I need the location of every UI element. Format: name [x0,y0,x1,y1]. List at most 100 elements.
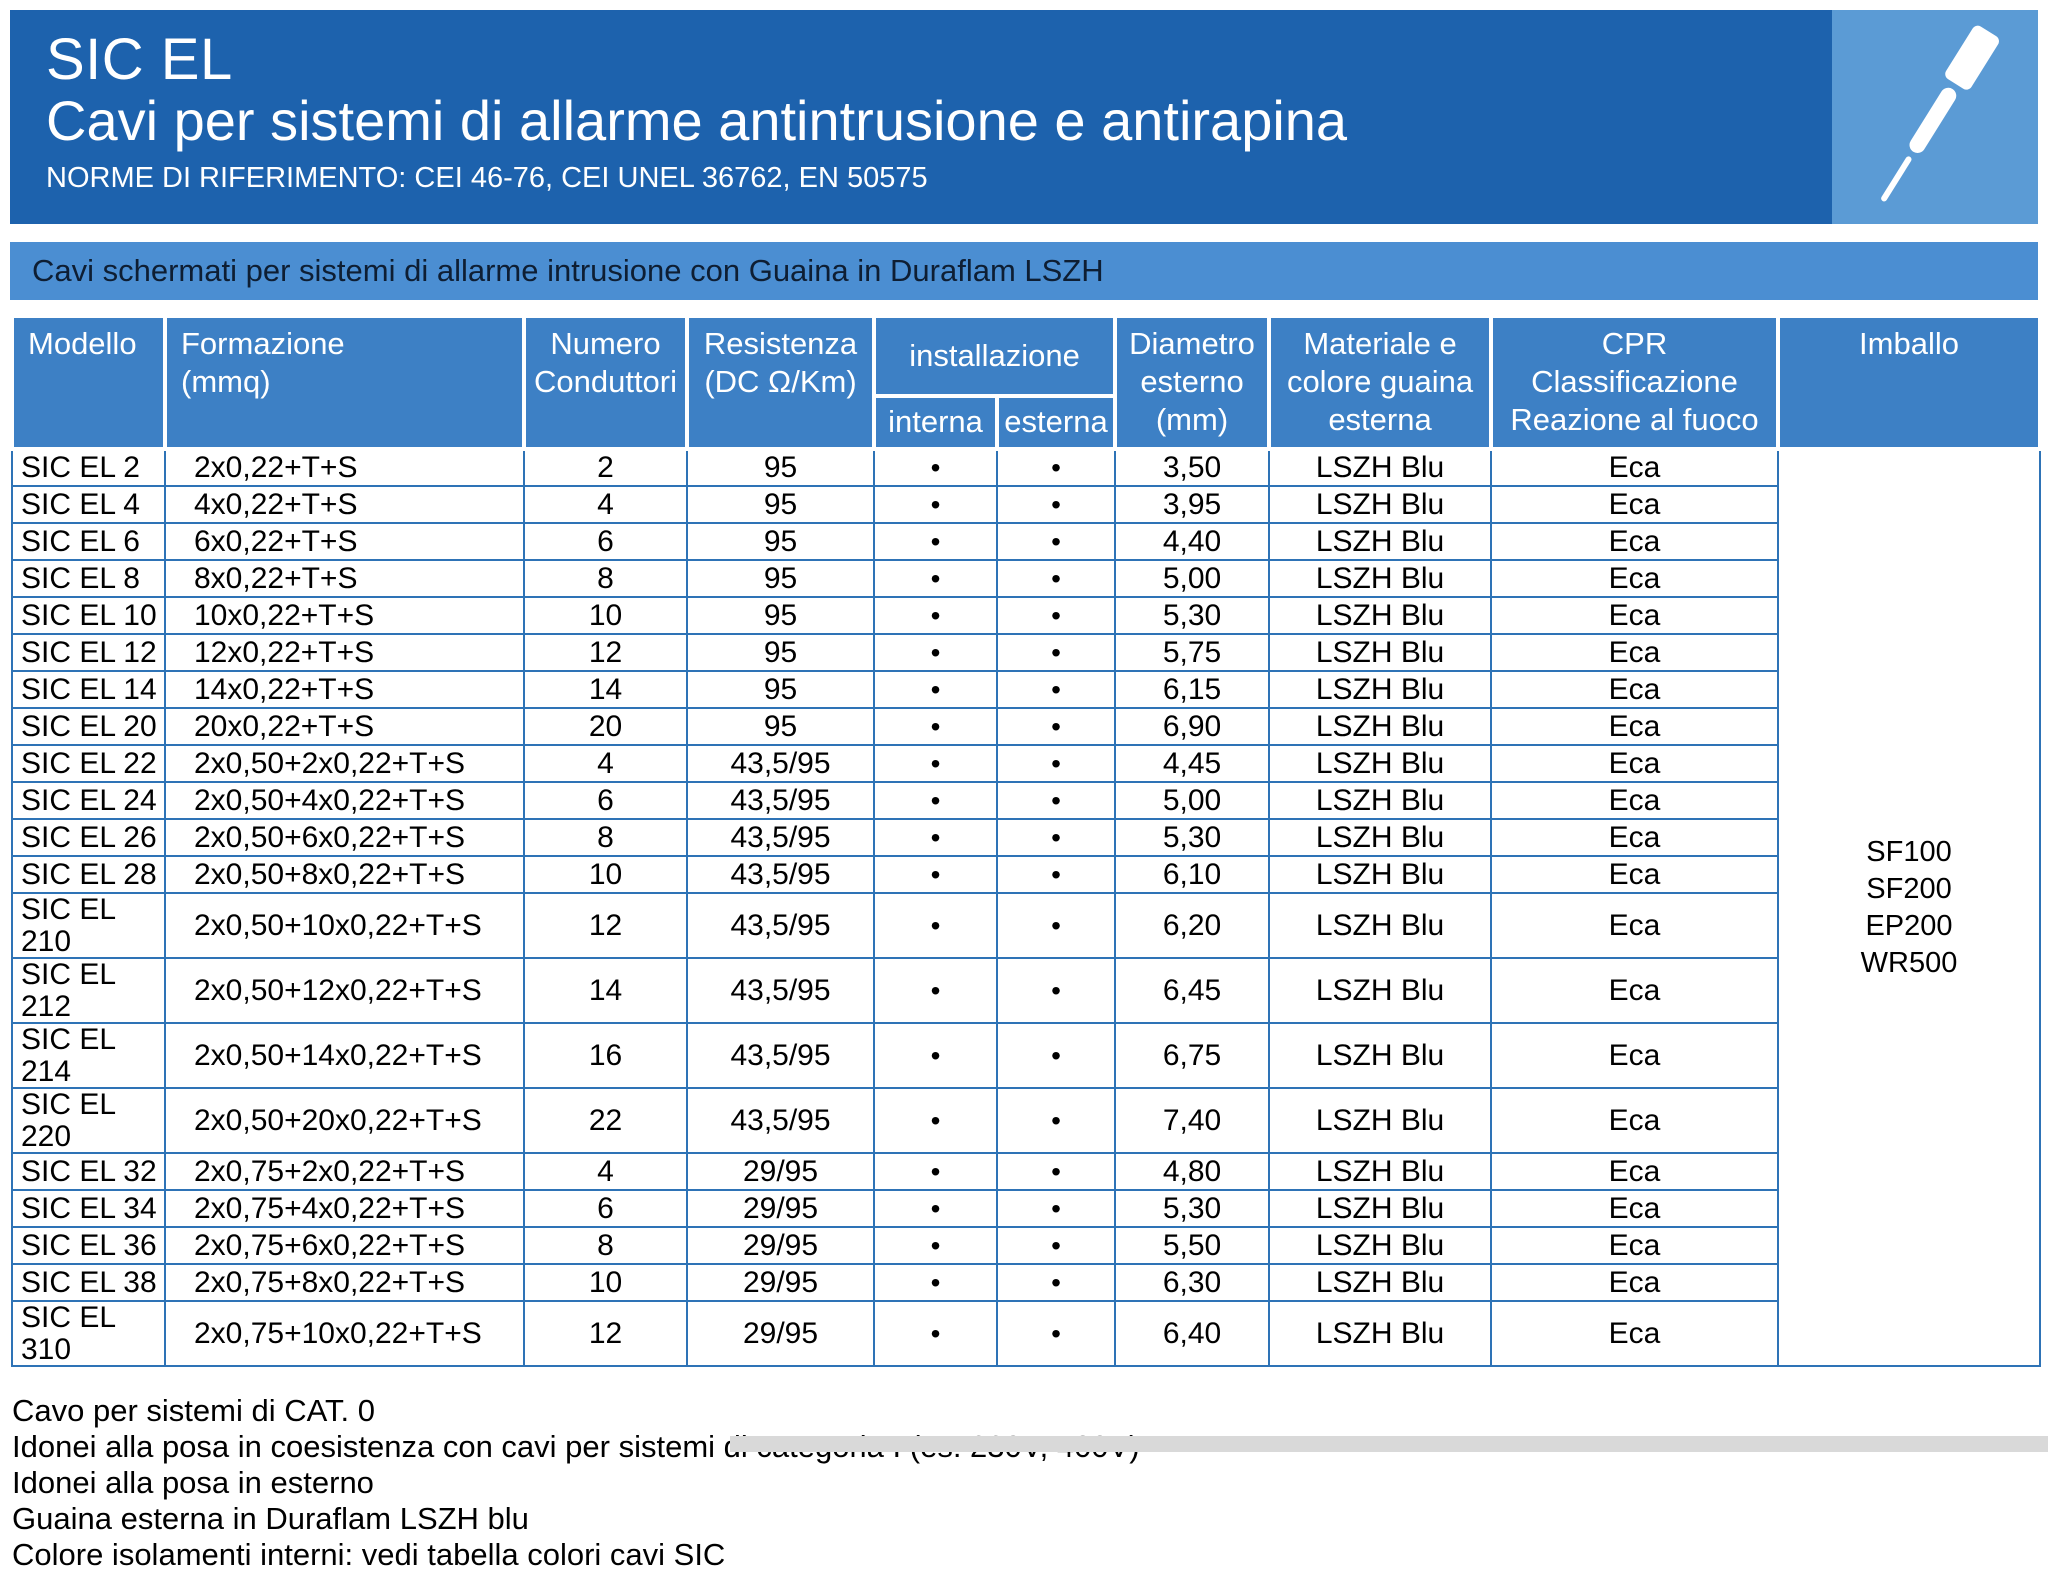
cell-materiale: LSZH Blu [1268,1152,1493,1191]
col-header-installazione: installazione [871,314,1118,398]
section-band: Cavi schermati per sistemi di allarme in… [10,242,2038,300]
cell-formazione: 2x0,50+8x0,22+T+S [164,855,525,894]
cell-interna: • [873,1152,998,1191]
table-row: SIC EL 36 2x0,75+6x0,22+T+S 8 29/95 • • 5,50 LS… [11,1226,2040,1265]
col-header-resistenza: Resistenza (DC Ω/Km) [685,314,876,451]
cell-formazione: 12x0,22+T+S [164,633,525,672]
cell-formazione: 4x0,22+T+S [164,485,525,524]
cell-cpr: Eca [1490,892,1780,959]
cell-modello: SIC EL 10 [11,596,166,635]
cell-cpr: Eca [1490,1300,1780,1367]
cell-diametro: 5,30 [1114,596,1271,635]
cable-icon [1881,25,1999,202]
cell-modello: SIC EL 20 [11,707,166,746]
brand-title: SIC EL [46,27,233,92]
cell-modello: SIC EL 36 [11,1226,166,1265]
cell-interna: • [873,1300,998,1367]
cell-interna: • [873,781,998,820]
cell-materiale: LSZH Blu [1268,744,1493,783]
cell-modello: SIC EL 38 [11,1263,166,1302]
table-row: SIC EL 6 6x0,22+T+S 6 95 • • 4,40 LSZH Blu Eca [11,522,2040,561]
cell-cpr: Eca [1490,1226,1780,1265]
cell-resistenza: 43,5/95 [686,744,875,783]
cell-conduttori: 10 [523,596,688,635]
cell-interna: • [873,522,998,561]
cell-conduttori: 4 [523,1152,688,1191]
cell-materiale: LSZH Blu [1268,559,1493,598]
cell-materiale: LSZH Blu [1268,855,1493,894]
cell-conduttori: 12 [523,1300,688,1367]
cell-formazione: 2x0,75+6x0,22+T+S [164,1226,525,1265]
cell-diametro: 3,95 [1114,485,1271,524]
cell-diametro: 6,40 [1114,1300,1271,1367]
table-row: SIC EL 20 20x0,22+T+S 20 95 • • 6,90 LSZH Blu Ec… [11,707,2040,746]
cell-esterna: • [995,1300,1117,1367]
cell-formazione: 2x0,22+T+S [164,448,525,487]
cell-modello: SIC EL 220 [11,1087,166,1154]
imballo-code: WR500 [1860,947,1958,980]
cell-esterna: • [995,892,1117,959]
cell-diametro: 5,30 [1114,1189,1271,1228]
cell-interna: • [873,596,998,635]
col-header-esterna: esterna [994,394,1118,451]
table-header: Modello Formazione (mmq) Numero Condutto… [10,314,2043,451]
cell-modello: SIC EL 22 [11,744,166,783]
cell-formazione: 2x0,50+10x0,22+T+S [164,892,525,959]
cell-interna: • [873,855,998,894]
cell-esterna: • [995,781,1117,820]
cell-diametro: 5,75 [1114,633,1271,672]
cell-modello: SIC EL 24 [11,781,166,820]
cell-formazione: 2x0,75+4x0,22+T+S [164,1189,525,1228]
table-row: SIC EL 28 2x0,50+8x0,22+T+S 10 43,5/95 • • 6,1… [11,855,2040,894]
note-line: Colore isolamenti interni: vedi tabella … [12,1537,726,1572]
cell-formazione: 14x0,22+T+S [164,670,525,709]
cell-modello: SIC EL 6 [11,522,166,561]
cell-resistenza: 43,5/95 [686,855,875,894]
cell-diametro: 6,20 [1114,892,1271,959]
cell-interna: • [873,818,998,857]
cell-diametro: 3,50 [1114,448,1271,487]
cell-formazione: 2x0,75+8x0,22+T+S [164,1263,525,1302]
product-table: Modello Formazione (mmq) Numero Condutto… [10,314,2043,1367]
cell-diametro: 5,00 [1114,781,1271,820]
cell-formazione: 8x0,22+T+S [164,559,525,598]
cell-formazione: 2x0,75+2x0,22+T+S [164,1152,525,1191]
norms-subtitle: NORME DI RIFERIMENTO: CEI 46-76, CEI UNE… [46,161,928,194]
cell-cpr: Eca [1490,957,1780,1024]
page-title: Cavi per sistemi di allarme antintrusion… [46,89,1348,153]
cell-resistenza: 43,5/95 [686,818,875,857]
cell-cpr: Eca [1490,448,1780,487]
cell-modello: SIC EL 210 [11,892,166,959]
cell-formazione: 2x0,50+4x0,22+T+S [164,781,525,820]
cell-modello: SIC EL 214 [11,1022,166,1089]
col-header-materiale: Materiale e colore guaina esterna [1267,314,1494,451]
cell-modello: SIC EL 4 [11,485,166,524]
cell-resistenza: 95 [686,707,875,746]
cell-formazione: 2x0,50+12x0,22+T+S [164,957,525,1024]
cell-diametro: 6,10 [1114,855,1271,894]
cell-materiale: LSZH Blu [1268,596,1493,635]
cell-cpr: Eca [1490,818,1780,857]
cell-esterna: • [995,448,1117,487]
cell-modello: SIC EL 2 [11,448,166,487]
cell-resistenza: 29/95 [686,1152,875,1191]
cell-interna: • [873,744,998,783]
cell-cpr: Eca [1490,559,1780,598]
cell-esterna: • [995,855,1117,894]
note-line: Cavo per sistemi di CAT. 0 [12,1393,375,1428]
col-header-interna: interna [872,394,999,451]
cell-cpr: Eca [1490,1087,1780,1154]
cell-materiale: LSZH Blu [1268,818,1493,857]
cell-conduttori: 6 [523,781,688,820]
imballo-code: SF200 [1866,872,1952,905]
cell-materiale: LSZH Blu [1268,707,1493,746]
cell-esterna: • [995,670,1117,709]
table-row: SIC EL 10 10x0,22+T+S 10 95 • • 5,30 LSZH Blu Ec… [11,596,2040,635]
cell-materiale: LSZH Blu [1268,1263,1493,1302]
cell-resistenza: 43,5/95 [686,892,875,959]
cell-materiale: LSZH Blu [1268,1226,1493,1265]
cell-formazione: 6x0,22+T+S [164,522,525,561]
cell-cpr: Eca [1490,744,1780,783]
cell-cpr: Eca [1490,1152,1780,1191]
cell-modello: SIC EL 310 [11,1300,166,1367]
